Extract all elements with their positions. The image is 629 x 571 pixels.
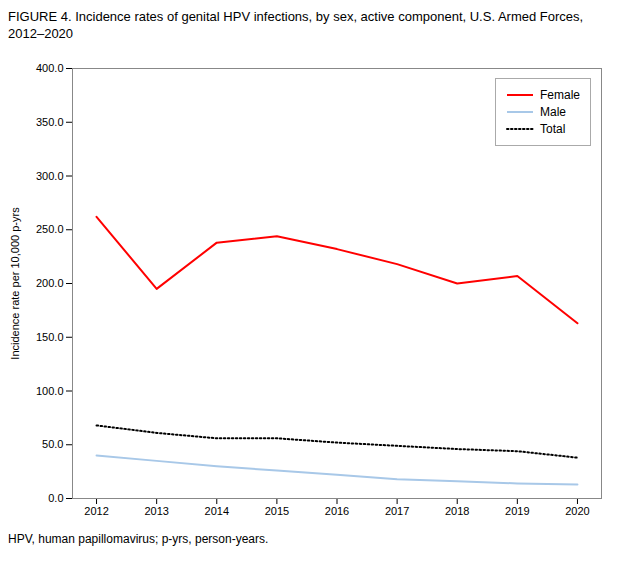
svg-text:2013: 2013 bbox=[144, 505, 168, 517]
svg-text:200.0: 200.0 bbox=[36, 277, 64, 289]
html-text:Male: Male bbox=[540, 105, 566, 119]
svg-text:350.0: 350.0 bbox=[36, 116, 64, 128]
html-text:Female: Female bbox=[540, 88, 580, 102]
svg-text:400.0: 400.0 bbox=[36, 62, 64, 74]
svg-text:2020: 2020 bbox=[565, 505, 589, 517]
svg-text:2019: 2019 bbox=[505, 505, 529, 517]
svg-text:100.0: 100.0 bbox=[36, 385, 64, 397]
svg-text:Incidence rate per 10,000 p-yr: Incidence rate per 10,000 p-yrs bbox=[9, 207, 21, 360]
svg-text:300.0: 300.0 bbox=[36, 170, 64, 182]
svg-text:2016: 2016 bbox=[325, 505, 349, 517]
svg-text:0.0: 0.0 bbox=[48, 492, 63, 504]
svg-text:2017: 2017 bbox=[385, 505, 409, 517]
html-text:HPV, human papillomavirus; p-y: HPV, human papillomavirus; p-yrs, person… bbox=[8, 532, 269, 546]
html-text:Total: Total bbox=[540, 122, 566, 136]
html-text:FIGURE 4. Incidence rates of g: FIGURE 4. Incidence rates of genital HPV… bbox=[8, 9, 584, 41]
svg-text:2018: 2018 bbox=[445, 505, 469, 517]
svg-text:2012: 2012 bbox=[84, 505, 108, 517]
svg-text:50.0: 50.0 bbox=[42, 438, 63, 450]
svg-text:2015: 2015 bbox=[265, 505, 289, 517]
svg-text:150.0: 150.0 bbox=[36, 331, 64, 343]
svg-text:250.0: 250.0 bbox=[36, 223, 64, 235]
svg-text:2014: 2014 bbox=[205, 505, 229, 517]
